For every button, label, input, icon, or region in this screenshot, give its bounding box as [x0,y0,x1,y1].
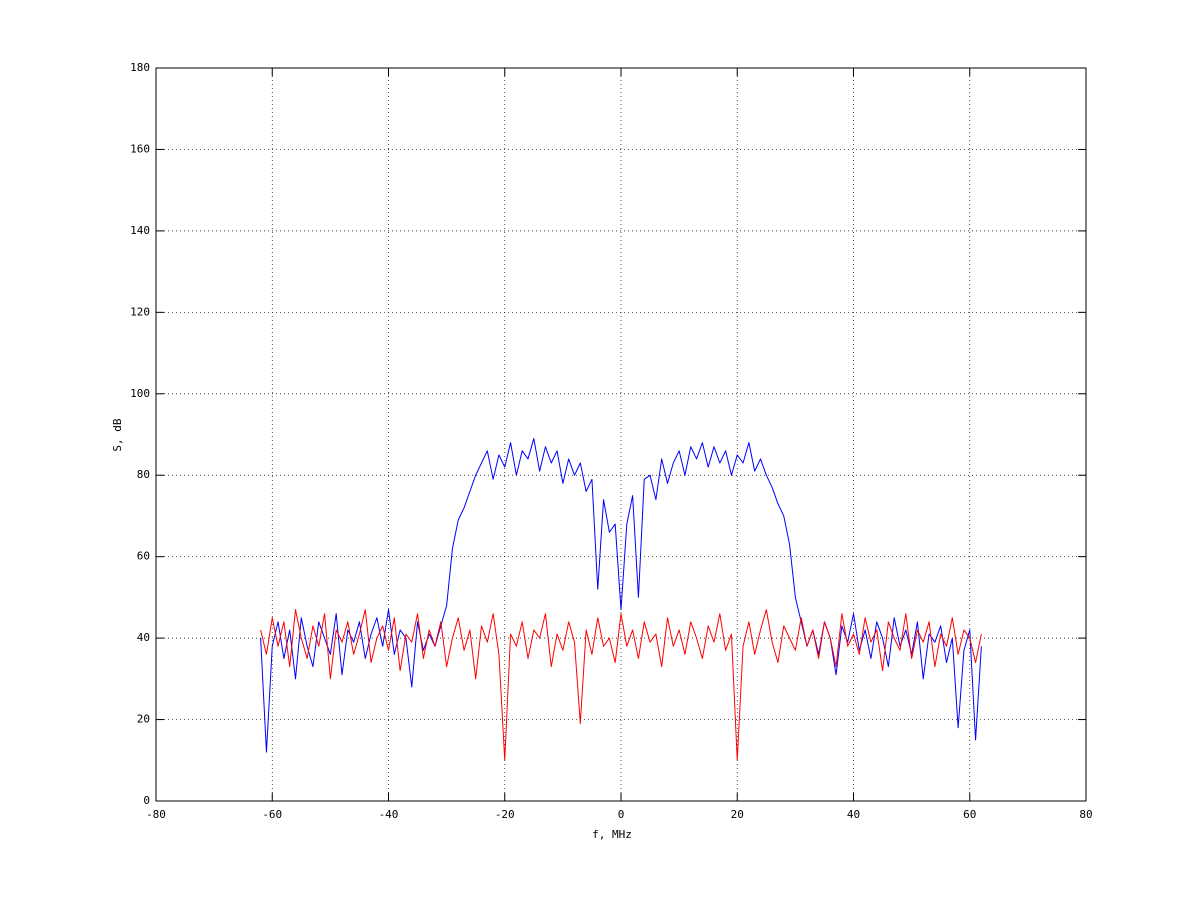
y-tick-label: 20 [137,713,150,726]
x-tick-label: -40 [379,808,399,821]
y-tick-label: 140 [130,224,150,237]
y-tick-label: 160 [130,142,150,155]
x-tick-label: -80 [146,808,166,821]
y-tick-label: 60 [137,550,150,563]
series-line [260,609,982,761]
x-tick-label: 40 [847,808,860,821]
y-axis-label: S, dB [111,418,124,451]
y-tick-label: 0 [143,794,150,807]
x-tick-label: -60 [262,808,282,821]
series-layer [260,438,982,761]
y-tick-label: 180 [130,61,150,74]
x-tick-label: 20 [731,808,744,821]
x-tick-label: 0 [618,808,625,821]
y-tick-label: 80 [137,468,150,481]
y-tick-label: 100 [130,387,150,400]
x-tick-label: 60 [963,808,976,821]
y-tick-label: 40 [137,631,150,644]
x-tick-label: 80 [1079,808,1092,821]
y-tick-label: 120 [130,305,150,318]
x-axis-label: f, MHz [592,828,632,841]
x-tick-label: -20 [495,808,515,821]
